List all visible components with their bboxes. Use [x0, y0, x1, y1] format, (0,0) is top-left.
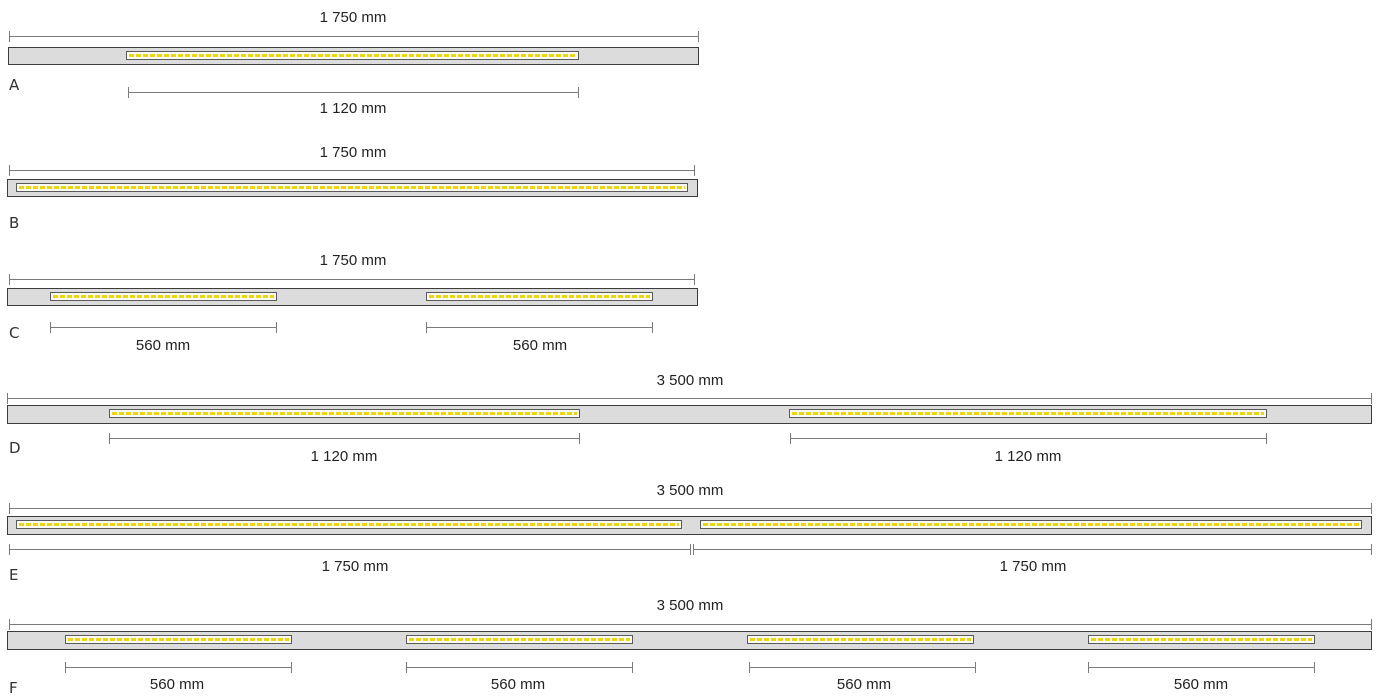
led-strip-2 [700, 520, 1362, 529]
led-strip-1 [65, 635, 292, 644]
segment-dimension: 1 120 mm [128, 87, 579, 117]
segment-length-label: 560 mm [491, 676, 545, 693]
config-row-a: 1 750 mm A 1 120 mm [8, 9, 699, 117]
led-strip-housing [406, 635, 633, 644]
config-row-b: 1 750 mm B [7, 144, 698, 232]
total-length-label: 3 500 mm [657, 372, 724, 389]
segment-dimension-3: 560 mm [749, 662, 976, 693]
total-dimension [9, 503, 1372, 514]
led-strip-1 [50, 292, 277, 301]
segment-dimension-2: 560 mm [426, 322, 653, 354]
segment-dimension-1: 1 120 mm [109, 433, 580, 465]
total-dimension [9, 165, 695, 176]
config-row-d: 3 500 mm D 1 120 mm 1 120 mm [7, 372, 1372, 465]
total-length-label: 1 750 mm [320, 144, 387, 161]
total-dimension [9, 619, 1372, 630]
total-length-label: 1 750 mm [320, 252, 387, 269]
row-letter: E [9, 566, 18, 584]
led-strip-housing [700, 520, 1362, 529]
led-strip-1 [16, 520, 682, 529]
total-dimension [7, 393, 1372, 404]
segment-length-label: 1 750 mm [1000, 558, 1067, 575]
config-row-c: 1 750 mm C 560 mm 560 mm [7, 252, 698, 354]
led-strip-housing [747, 635, 974, 644]
led-strip-3 [747, 635, 974, 644]
row-letter: C [9, 324, 19, 342]
segment-length-label: 560 mm [513, 337, 567, 354]
led-strip [16, 183, 688, 192]
segment-dimension-1: 560 mm [50, 322, 277, 354]
total-dimension [9, 31, 699, 42]
row-letter: F [9, 679, 18, 697]
led-strip-2 [426, 292, 653, 301]
segment-dimension-2: 1 750 mm [693, 544, 1372, 575]
segment-length-label: 1 120 mm [320, 100, 387, 117]
led-strip-housing [50, 292, 277, 301]
segment-dimension-1: 1 750 mm [9, 544, 691, 575]
segment-length-label: 560 mm [1174, 676, 1228, 693]
row-letter: D [9, 439, 21, 457]
row-letter: B [9, 214, 19, 232]
led-strip-housing [126, 51, 579, 60]
segment-length-label: 560 mm [136, 337, 190, 354]
led-strip-1 [109, 409, 580, 418]
led-strip-housing [65, 635, 292, 644]
segment-length-label: 560 mm [150, 676, 204, 693]
segment-dimension-2: 1 120 mm [790, 433, 1267, 465]
led-strip-2 [789, 409, 1267, 418]
led-strip-4 [1088, 635, 1315, 644]
profile-body [7, 631, 1372, 650]
segment-dimension-1: 560 mm [65, 662, 292, 693]
led-strip-2 [406, 635, 633, 644]
segment-dimension-2: 560 mm [406, 662, 633, 693]
segment-dimension-4: 560 mm [1088, 662, 1315, 693]
total-length-label: 1 750 mm [320, 9, 387, 26]
segment-length-label: 1 120 mm [311, 448, 378, 465]
config-row-e: 3 500 mm 1 750 mm 1 750 mm E [7, 482, 1372, 584]
led-strip-housing [1088, 635, 1315, 644]
config-row-f: 3 500 mm 560 mm [7, 597, 1372, 697]
row-letter: A [9, 76, 20, 94]
total-length-label: 3 500 mm [657, 482, 724, 499]
segment-length-label: 1 750 mm [322, 558, 389, 575]
total-length-label: 3 500 mm [657, 597, 724, 614]
segment-length-label: 1 120 mm [995, 448, 1062, 465]
led-strip-housing [426, 292, 653, 301]
led-strip [126, 51, 579, 60]
segment-length-label: 560 mm [837, 676, 891, 693]
total-dimension [9, 274, 695, 285]
